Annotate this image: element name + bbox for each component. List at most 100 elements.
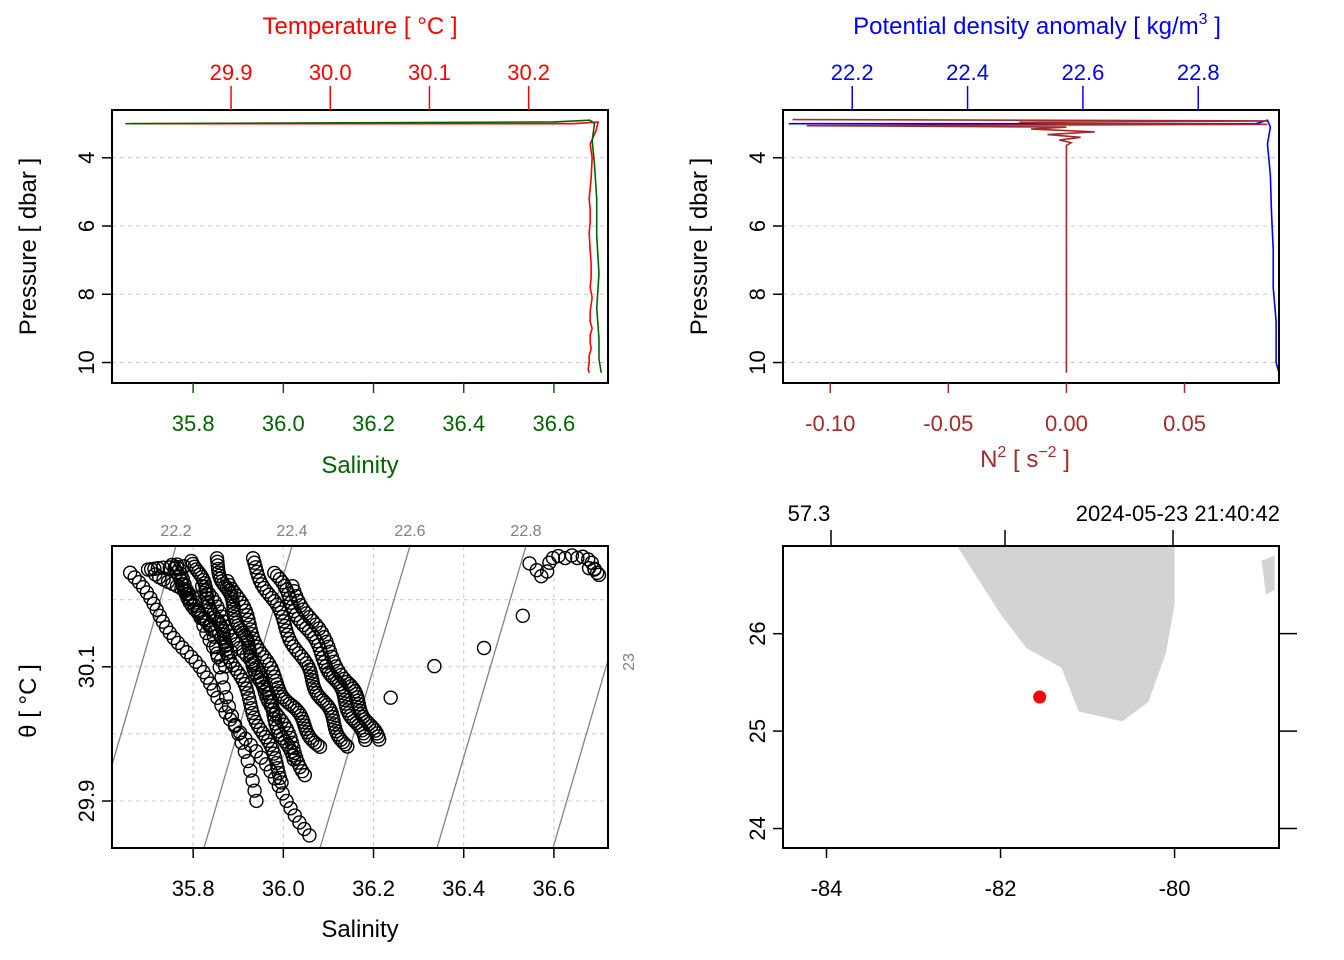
ts-point [169,559,184,575]
ts-point [210,690,225,706]
ts-point [202,676,218,691]
temperature-tick-label: 30.2 [507,60,550,85]
ts-point [240,753,255,769]
isopycnal-line [319,545,411,849]
isopycnal-label: 23 [621,653,638,671]
ts-point [204,590,220,606]
ts-point [358,732,373,748]
pressure-tick-label: 4 [745,152,770,164]
ts-point [248,560,263,575]
salinity-tick-label: 36.6 [532,411,575,436]
pressure-axis-title: Pressure [ dbar ] [686,158,713,335]
ts-point [312,739,328,755]
ts-point [254,577,270,592]
ts-point [166,630,181,646]
ts-point [307,735,323,750]
ts-point [275,575,290,590]
station-time-label: 2024-05-23 21:40:42 [1076,501,1280,526]
ts-point [335,734,351,750]
ts-point [241,691,257,706]
ts-point [259,653,275,669]
ts-point [476,640,492,656]
ts-point [581,560,597,576]
ts-point [383,690,398,705]
salinity-tick-label: 36.0 [262,876,305,901]
ts-point [302,828,317,843]
ts-point [275,786,290,801]
ts-point [233,668,248,684]
ts-point [269,755,284,771]
ts-point [250,718,266,734]
ts-point [515,608,530,623]
ts-point [344,679,359,694]
density-axis-title: Potential density anomaly [ kg/m3 ] [853,11,1221,40]
isopycnal-label: 22.4 [276,523,307,540]
ts-point [249,639,265,654]
ts-point [175,640,190,655]
salinity-axis-title: Salinity [321,452,398,479]
ts-point [258,729,273,745]
ts-point [122,565,138,580]
temperature-axis-title: Temperature [ °C ] [263,13,458,40]
ts-point [240,686,256,701]
plot-frame [111,545,609,849]
ts-point [155,560,171,575]
ts-point [295,764,310,779]
ts-point [231,726,246,741]
ts-point [221,699,237,714]
ts-point [317,695,333,710]
n2-axis-title: N2 [ s−2 ] [980,444,1070,473]
temperature-line [131,121,600,373]
ts-diagram-panel: 22.2 22.4 22.6 22.8 23 35.8 36.0 36.2 36.4 36.6 Sa… [15,523,638,943]
pressure-tick-label: 4 [74,152,99,164]
ts-point [176,559,192,574]
isopycnal-label: 22.8 [510,523,541,540]
ts-point [243,763,258,778]
ts-point [299,656,314,671]
scatter-points [122,548,607,843]
salinity-tick-label: 36.0 [262,411,305,436]
ts-point [274,775,289,790]
ts-point [286,740,301,756]
longitude-tick-label: -84 [811,876,843,901]
temperature-salinity-profile-panel: 4 6 8 10 35.8 36.0 36.2 36.4 36.6 Salinity 29.9 30.… [15,13,609,479]
pressure-tick-label: 8 [745,288,770,300]
ts-point [341,676,357,692]
land-group [957,546,1275,722]
ts-point [223,644,239,659]
ts-point [371,732,387,747]
pressure-tick-label: 6 [745,220,770,232]
salinity-tick-label: 36.4 [442,876,485,901]
ts-point [184,649,199,665]
ts-point [179,645,195,660]
n2-tick-label: -0.05 [923,411,973,436]
ts-point [589,565,605,581]
station-marker [1033,690,1047,704]
ts-point [162,560,177,575]
n2-line [792,118,1268,373]
island-land [1261,555,1275,595]
ts-point [297,767,313,783]
ts-point [340,739,355,754]
ts-point [427,658,442,674]
salinity-tick-label: 35.8 [172,411,215,436]
ts-point [570,550,585,566]
ts-point [127,570,142,585]
ts-point [218,689,234,705]
ts-point [206,683,221,698]
ts-point [283,801,298,816]
location-map-panel: -84 -82 -80 24 25 26 57.3 2024-05-23 21:40:42 [745,501,1297,901]
theta-axis-title: θ [ °C ] [15,664,42,738]
ts-point [255,726,271,741]
n2-tick-label: 0.00 [1045,411,1088,436]
ts-point [271,709,287,725]
ts-point [254,675,270,690]
ts-point [267,594,282,609]
ts-point [310,737,325,752]
salinity-tick-label: 36.2 [352,876,395,901]
ts-point [199,625,214,641]
ts-point [274,713,289,729]
pressure-tick-label: 8 [74,288,99,300]
ts-point [268,706,284,721]
